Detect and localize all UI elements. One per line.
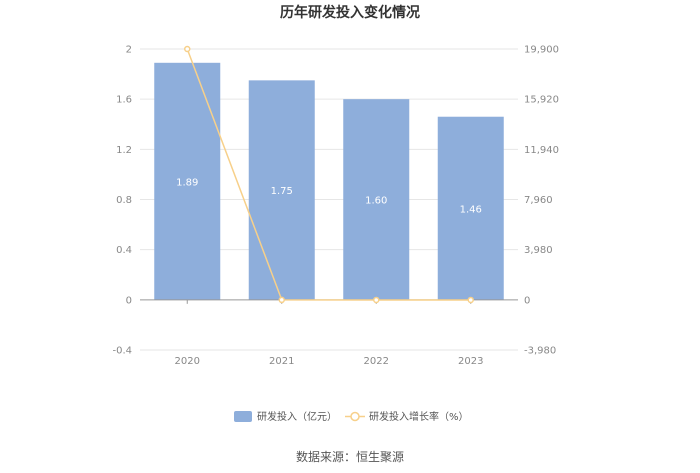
- right-tick-label: 19,900: [524, 45, 559, 56]
- legend-line-label: 研发投入增长率（%）: [369, 410, 469, 423]
- legend-line-marker: [350, 411, 360, 422]
- bar: [154, 62, 221, 300]
- left-tick-label: 2: [126, 45, 132, 56]
- growth-point: [373, 296, 380, 304]
- left-tick-label: 1.6: [116, 95, 132, 106]
- growth-point: [184, 45, 191, 53]
- right-tick-label: 7,960: [524, 195, 553, 206]
- right-tick-label: 11,940: [524, 145, 559, 156]
- right-tick-label: 15,920: [524, 95, 559, 106]
- bar-value-label: 1.46: [460, 204, 482, 215]
- bar-value-label: 1.89: [176, 177, 198, 188]
- growth-point: [467, 296, 474, 304]
- data-source: 数据来源：恒生聚源: [296, 449, 404, 464]
- bar-series: 1.89 1.75 1.60 1.46: [154, 62, 504, 300]
- left-tick-label: 0: [126, 295, 132, 306]
- left-axis: -0.4 0 0.4 0.8 1.2 1.6 2: [112, 45, 132, 357]
- right-tick-label: 0: [524, 295, 530, 306]
- bar: [248, 80, 315, 300]
- left-tick-label: -0.4: [112, 346, 132, 357]
- growth-point: [278, 296, 285, 304]
- right-tick-label: -3,980: [524, 346, 556, 357]
- x-axis: 2020 2021 2022 2023: [140, 299, 518, 367]
- growth-line: [186, 48, 471, 301]
- legend-bar-label: 研发投入（亿元）: [257, 410, 337, 423]
- bar: [343, 99, 410, 300]
- x-tick-label: 2023: [458, 356, 483, 367]
- bar-value-label: 1.75: [271, 186, 293, 197]
- line-series: [184, 45, 474, 304]
- legend: 研发投入（亿元） 研发投入增长率（%）: [234, 410, 469, 423]
- chart-title: 历年研发投入变化情况: [280, 4, 420, 21]
- left-tick-label: 1.2: [116, 145, 132, 156]
- bar: [437, 116, 504, 300]
- bar-value-label: 1.60: [365, 196, 387, 207]
- right-axis: -3,980 0 3,980 7,960 11,940 15,920 19,900: [524, 45, 559, 357]
- x-tick-label: 2020: [175, 356, 200, 367]
- right-tick-label: 3,980: [524, 245, 553, 256]
- left-tick-label: 0.8: [116, 195, 132, 206]
- x-tick-label: 2021: [269, 356, 294, 367]
- legend-bar-swatch: [234, 411, 252, 422]
- left-tick-label: 0.4: [116, 245, 132, 256]
- x-tick-label: 2022: [364, 356, 389, 367]
